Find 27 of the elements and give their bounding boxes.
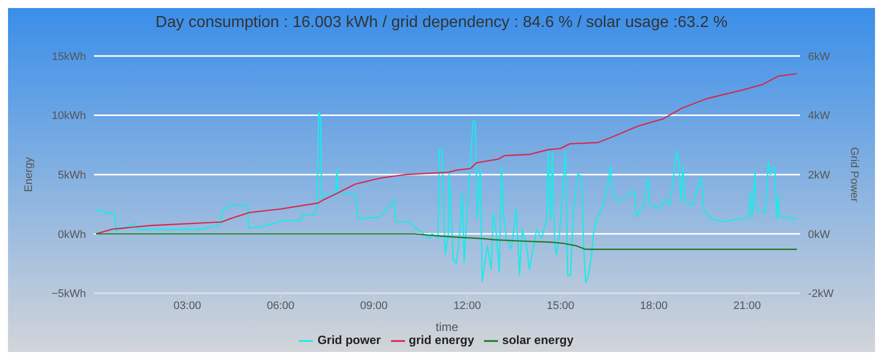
y2-tick-label: 0kW [808,228,831,241]
y-tick-label: 5kWh [58,169,86,182]
x-axis-title: time [436,320,459,334]
x-tick-label: 15:00 [546,300,574,312]
legend-label: Grid power [317,333,381,348]
y-tick-label: 10kWh [52,110,86,122]
x-tick-label: 03:00 [174,300,202,312]
x-tick-label: 09:00 [360,300,388,312]
legend-label: grid energy [408,333,474,348]
y2-axis-title: Grid Power [848,147,860,202]
line-series [95,112,798,284]
y2-tick-label: 4kW [808,110,831,122]
y-axis-title: Energy [22,156,35,192]
legend-label: solar energy [502,333,574,348]
x-tick-label: 21:00 [733,300,761,312]
line-series [95,73,798,235]
x-tick-label: 18:00 [640,300,668,312]
y2-tick-label: 6kW [808,50,831,63]
line-series [95,233,798,250]
y-tick-label: 0kWh [58,228,86,241]
y-tick-label: 15kWh [52,50,86,63]
x-tick-label: 06:00 [266,300,294,312]
chart-title: Day consumption : 16.003 kWh / grid dependency : 84.6 % / solar usage :63.2 % [154,14,728,32]
y2-tick-label: 2kW [808,169,831,182]
y2-tick-label: -2kW [808,288,834,300]
y-tick-label: −5kWh [51,288,86,300]
x-tick-label: 12:00 [453,300,481,312]
